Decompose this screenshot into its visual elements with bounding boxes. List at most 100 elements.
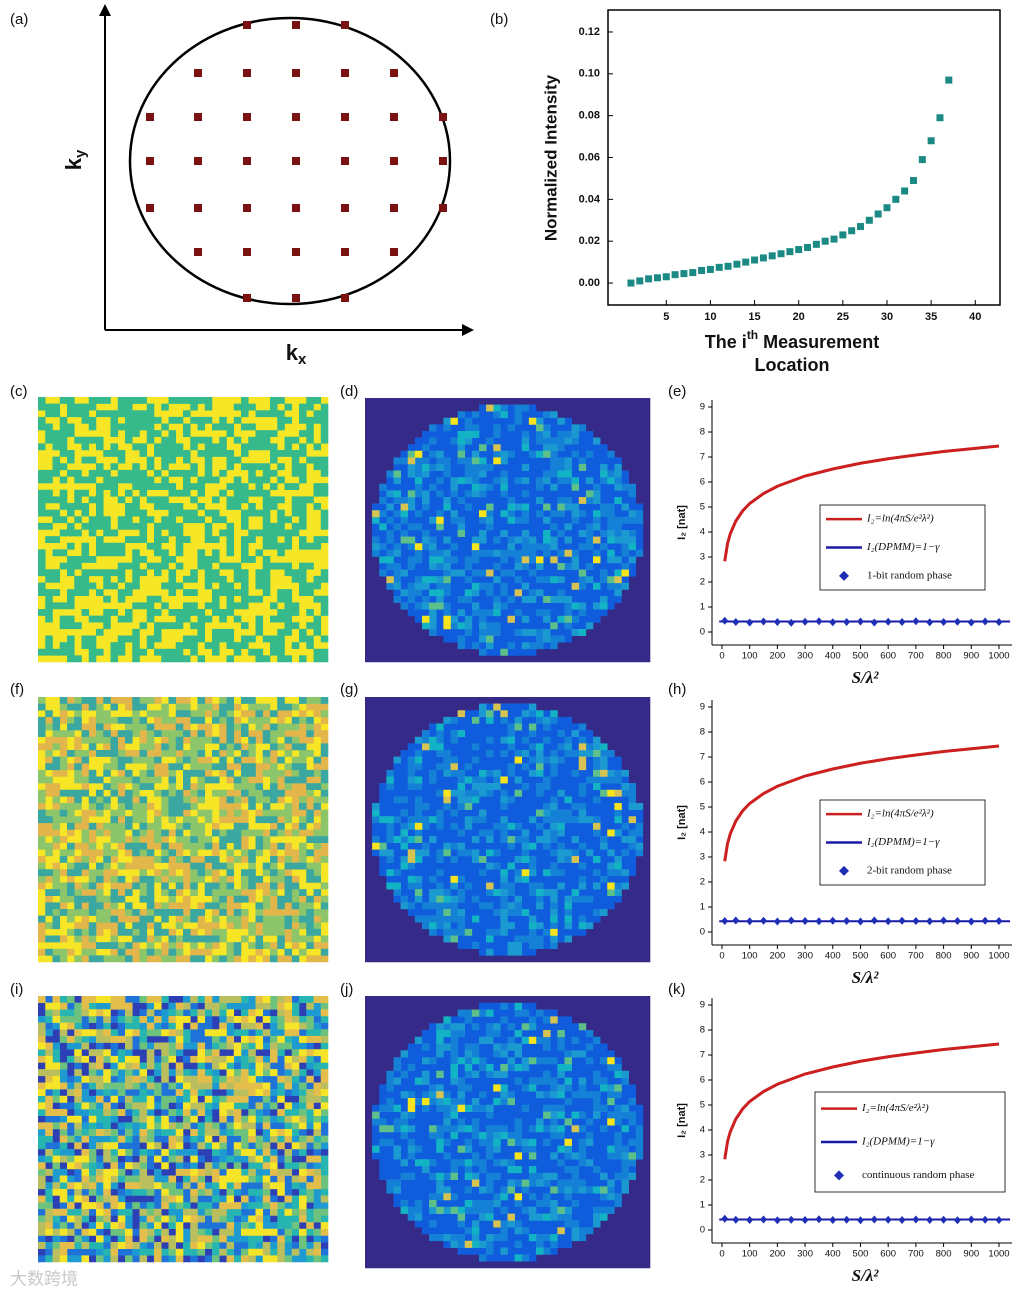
phase-map-cells [365,697,651,963]
panel-label: (f) [10,681,24,698]
diamond-marker [940,916,948,925]
diamond-marker [721,917,729,925]
measurement-dot [292,69,300,77]
legend-label: continuous random phase [862,1169,975,1181]
x-axis-label: S/λ² [852,1266,880,1285]
y-tick-label: 0.00 [579,277,600,289]
diamond-marker [843,1215,851,1224]
diamond-marker [981,617,989,626]
diamond-marker [856,617,864,626]
phase-map-cells [407,703,637,890]
x-tick-label: 1000 [988,651,1009,662]
y-tick-label: 7 [700,752,705,763]
diamond-marker [967,1215,975,1224]
diamond-marker [981,916,989,925]
data-point [936,114,944,122]
data-point [724,262,732,270]
diamond-marker [787,1215,795,1224]
data-point [804,243,812,251]
x-tick-label: 500 [853,651,869,662]
x-tick-label: 200 [769,1249,785,1260]
measurement-dot [194,157,202,165]
y-tick-label: 0.08 [579,110,600,122]
x-tick-label: 800 [936,651,952,662]
diamond-marker [732,618,740,626]
legend-marker [834,1170,844,1181]
x-arrow [462,324,474,336]
diamond-marker [856,917,864,926]
y-tick-label: 6 [700,777,705,788]
diamond-marker [787,916,795,925]
y-tick-label: 2 [700,877,705,888]
data-point [874,210,882,218]
y-tick-label: 3 [700,852,705,863]
x-tick-label: 900 [963,1249,979,1260]
diamond-marker [760,617,768,626]
measurement-dot [243,248,251,256]
diamond-marker [995,917,1003,925]
x-axis-label: S/λ² [852,668,880,687]
measurement-dot [341,248,349,256]
y-tick-label: 9 [700,702,705,713]
data-point [645,275,653,283]
diamond-marker [721,616,729,625]
y-tick-label: 2 [700,577,705,588]
x-tick-label: 500 [853,951,869,962]
y-tick-label: 3 [700,552,705,563]
diamond-marker [760,916,768,925]
y-tick-label: 7 [700,1050,705,1061]
measurement-dot [194,113,202,121]
phase-map-cells [38,397,329,663]
x-tick-label: 800 [936,951,952,962]
measurement-dot [194,69,202,77]
diamond-marker [898,916,906,925]
data-point [830,235,838,243]
x-tick-label: 900 [963,651,979,662]
data-point [653,274,661,282]
y-tick-label: 6 [700,477,705,488]
x-tick-label: 500 [853,1249,869,1260]
measurement-dot [341,294,349,302]
panel-label: (a) [10,11,28,28]
diamond-marker [815,917,823,926]
x-tick-label: 100 [742,1249,758,1260]
legend-label: I₂=ln(4πS/e²λ²) [866,808,934,820]
data-point [918,156,926,164]
y-tick-label: 4 [700,527,705,538]
x-tick-label: 0 [719,951,724,962]
diamond-marker [787,618,795,627]
diamond-marker [940,618,948,626]
x-tick-label: 600 [880,951,896,962]
x-tick-label: 15 [748,311,760,323]
data-point [901,187,909,195]
diamond-marker [829,618,837,627]
legend-label: 1-bit random phase [867,569,952,581]
x-axis-label-main: k [286,340,299,365]
diamond-marker [732,916,740,925]
y-tick-label: 0.10 [579,68,600,80]
legend-label: I₂(DPMM)=1−γ [861,1136,935,1148]
measurement-dot [439,113,447,121]
measurement-dot [243,21,251,29]
diamond-marker [856,1216,864,1225]
data-point [857,223,865,231]
diamond-marker [773,1216,781,1225]
phase-map-cells [393,1023,637,1255]
series-line [723,1042,1000,1160]
diamond-marker [926,1216,934,1224]
measurement-dot [243,294,251,302]
y-tick-label: 4 [700,827,705,838]
data-point [715,263,723,271]
legend-marker [839,570,849,581]
y-tick-label: 5 [700,502,705,513]
measurement-dot [146,113,154,121]
x-tick-label: 900 [963,951,979,962]
data-point [945,76,953,84]
measurement-dot [292,113,300,121]
diamond-marker [829,1216,837,1224]
y-tick-label: 8 [700,1025,705,1036]
data-point [680,270,688,278]
x-tick-label: 400 [825,951,841,962]
data-point [786,248,794,256]
x-tick-label: 200 [769,951,785,962]
